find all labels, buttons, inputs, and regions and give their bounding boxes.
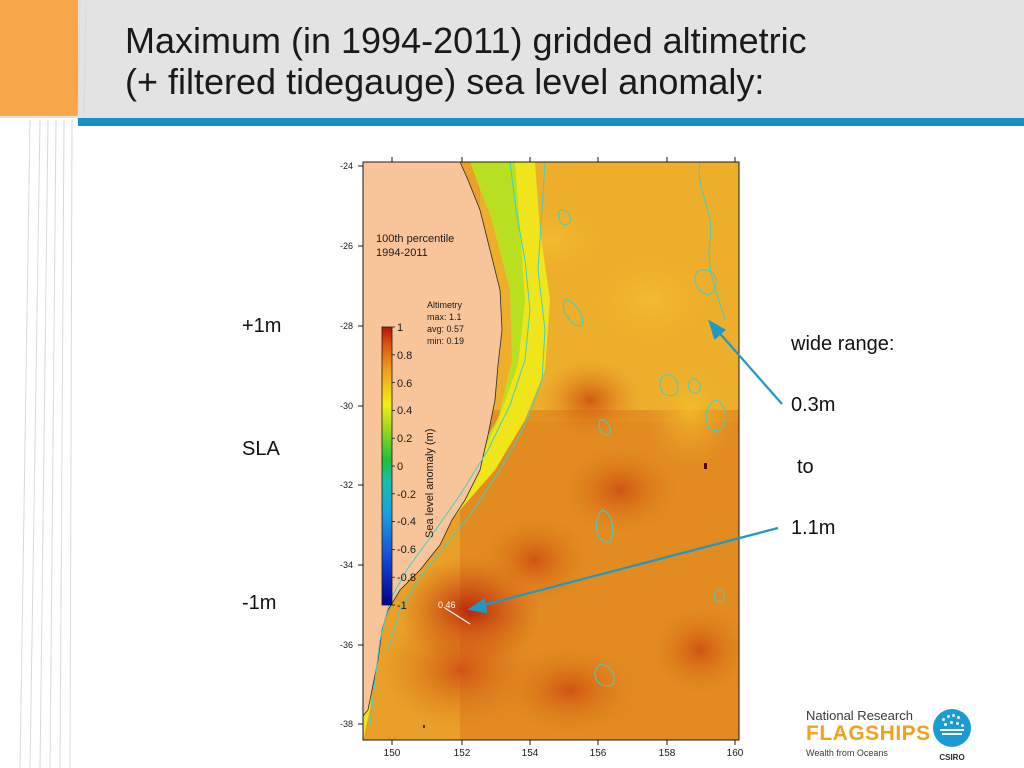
decorative-lines bbox=[19, 0, 87, 768]
logo-line-3: Wealth from Oceans bbox=[806, 748, 888, 758]
x-tick-label: 152 bbox=[454, 748, 471, 759]
stats-min: min: 0.19 bbox=[427, 336, 464, 346]
map-frame bbox=[362, 161, 740, 741]
sla-label: SLA bbox=[242, 438, 280, 460]
y-tick-label: -32 bbox=[340, 480, 353, 490]
colorbar-tick-label: 0.4 bbox=[397, 405, 412, 417]
x-tick-label: 160 bbox=[727, 748, 744, 759]
colorbar-axis-label: Sea level anomaly (m) bbox=[424, 429, 436, 538]
colorbar-tick-label: 0.6 bbox=[397, 378, 412, 390]
colorbar-tick-label: 0.2 bbox=[397, 433, 412, 445]
wide-range-label: wide range: bbox=[791, 333, 895, 355]
minus-one-metre-label: -1m bbox=[242, 592, 277, 614]
map-caption-line-2: 1994-2011 bbox=[376, 247, 428, 259]
colorbar-tick-label: 1 bbox=[397, 322, 403, 334]
colorbar-tick-label: -1 bbox=[397, 600, 407, 612]
slide-title-line-1: Maximum (in 1994-2011) gridded altimetri… bbox=[125, 20, 807, 61]
tide-gauge-value: 0.46 bbox=[438, 600, 456, 610]
colorbar-tick-label: -0.6 bbox=[397, 544, 416, 556]
colorbar-tick-label: 0.8 bbox=[397, 350, 412, 362]
plus-one-metre-label: +1m bbox=[242, 315, 282, 337]
colorbar bbox=[381, 326, 393, 606]
stats-title: Altimetry bbox=[427, 300, 463, 310]
logo-line-2: FLAGSHIPS bbox=[806, 722, 931, 745]
colorbar-tick-label: -0.2 bbox=[397, 489, 416, 501]
slide-title: Maximum (in 1994-2011) gridded altimetri… bbox=[125, 20, 1005, 102]
y-tick-label: -36 bbox=[340, 640, 353, 650]
y-tick-label: -28 bbox=[340, 321, 353, 331]
header-rule bbox=[78, 118, 1024, 126]
y-tick-label: -38 bbox=[340, 719, 353, 729]
csiro-logo-icon: CSIRO bbox=[933, 709, 971, 762]
stats-max: max: 1.1 bbox=[427, 312, 462, 322]
sea-level-map-figure: -24 -26 -28 -30 -32 -34 -36 -38 150 152 … bbox=[340, 157, 744, 759]
y-tick-label: -24 bbox=[340, 161, 353, 171]
x-tick-label: 150 bbox=[384, 748, 401, 759]
y-tick-label: -30 bbox=[340, 401, 353, 411]
x-tick-label: 154 bbox=[522, 748, 539, 759]
x-tick-label: 158 bbox=[659, 748, 676, 759]
map-caption-line-1: 100th percentile bbox=[376, 233, 454, 245]
slide-title-line-2: (+ filtered tidegauge) sea level anomaly… bbox=[125, 61, 765, 102]
orange-corner-block bbox=[0, 0, 78, 116]
high-value-label: 1.1m bbox=[791, 517, 836, 539]
y-axis-ticks bbox=[358, 157, 736, 745]
csiro-wordmark: CSIRO bbox=[939, 753, 964, 762]
stats-avg: avg: 0.57 bbox=[427, 324, 464, 334]
colorbar-tick-label: -0.4 bbox=[397, 516, 416, 528]
header-band bbox=[0, 0, 1024, 118]
low-value-label: 0.3m bbox=[791, 394, 836, 416]
colorbar-tick-label: 0 bbox=[397, 461, 403, 473]
y-tick-label: -26 bbox=[340, 241, 353, 251]
colorbar-tick-label: -0.8 bbox=[397, 572, 416, 584]
flagships-logo: National Research FLAGSHIPS Wealth from … bbox=[806, 708, 986, 764]
y-tick-label: -34 bbox=[340, 560, 353, 570]
to-label: to bbox=[797, 456, 814, 478]
x-tick-label: 156 bbox=[590, 748, 607, 759]
logo-line-1: National Research bbox=[806, 708, 913, 723]
